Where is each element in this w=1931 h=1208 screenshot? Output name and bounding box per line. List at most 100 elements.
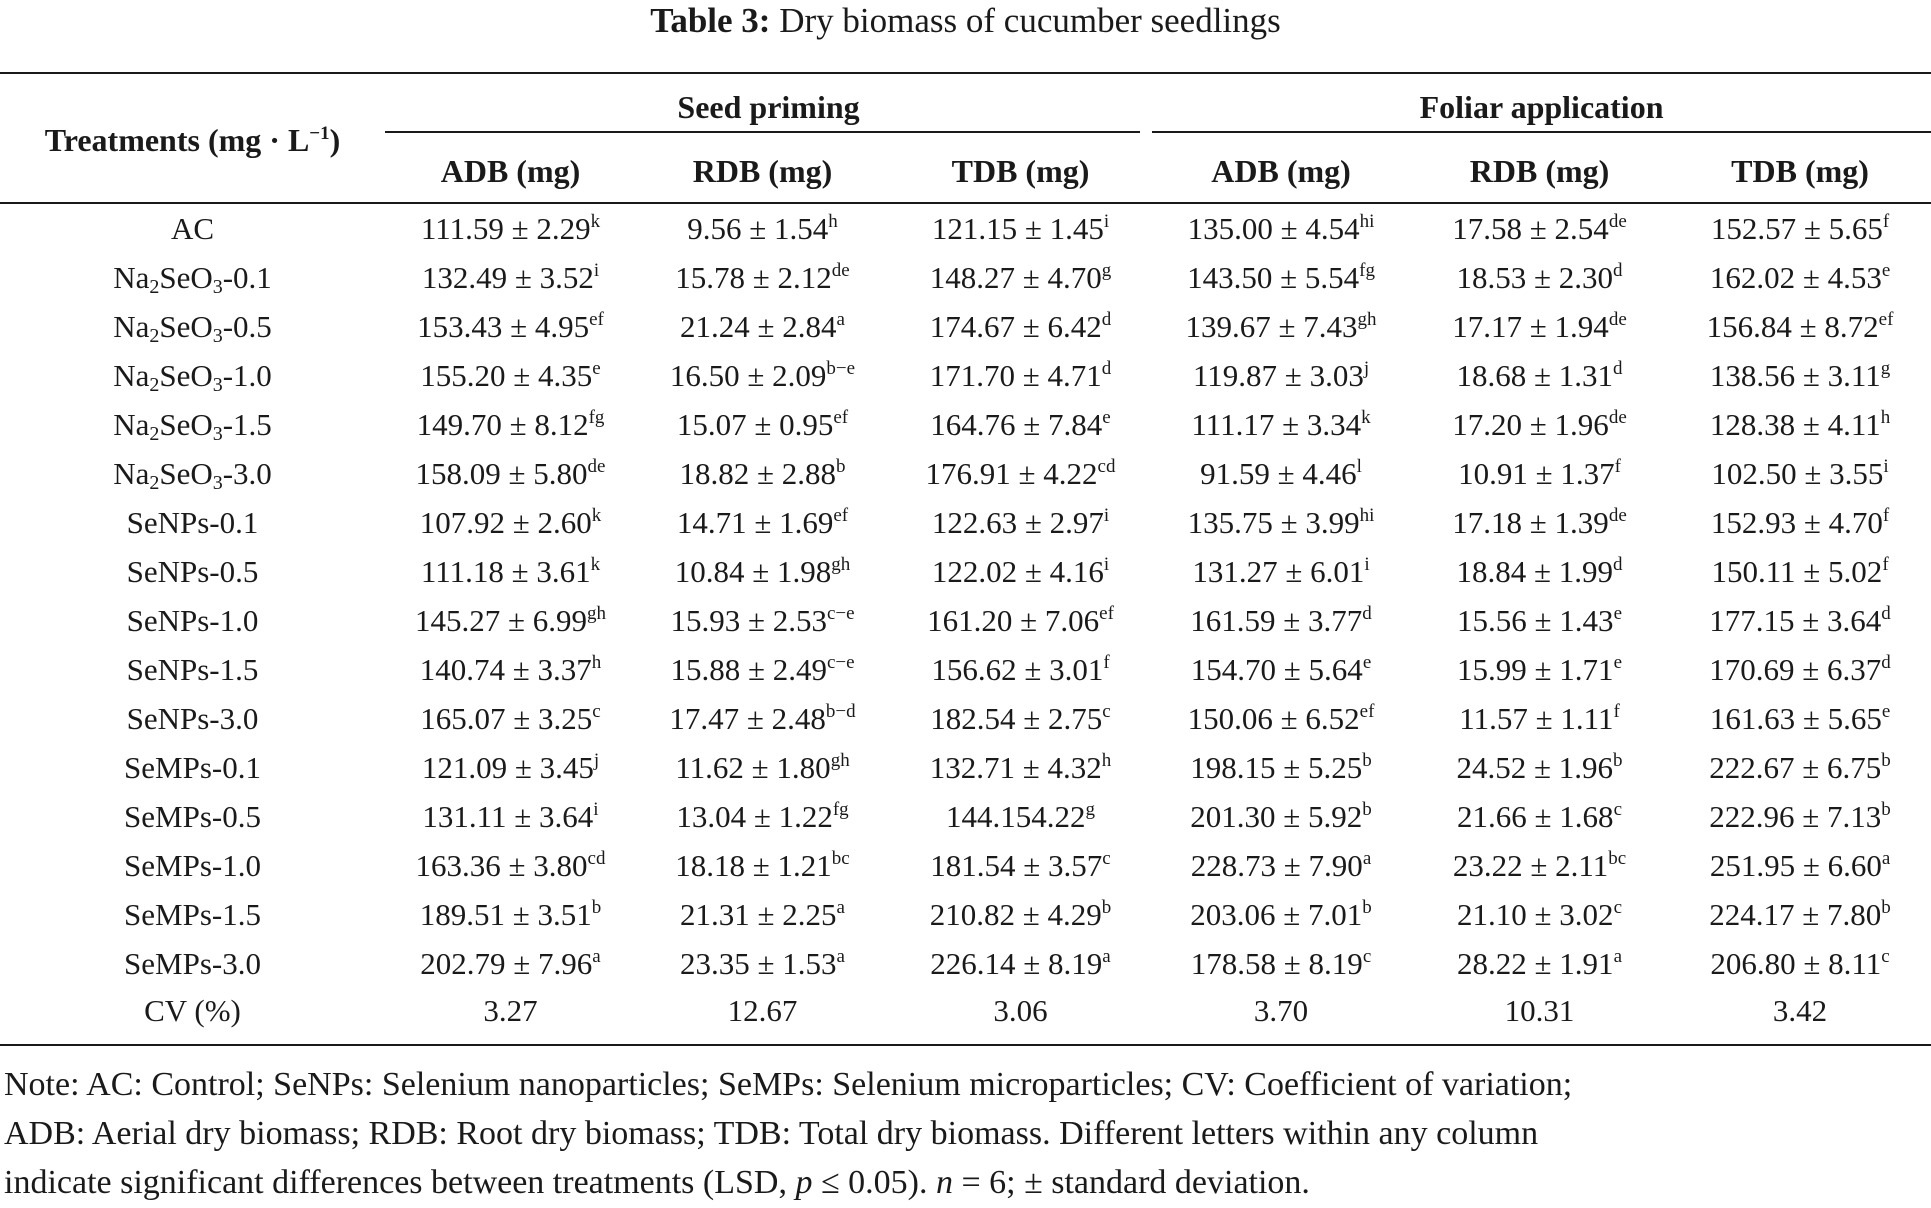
significance-letter: b — [1613, 749, 1623, 771]
significance-letter: h — [591, 651, 602, 673]
table-row: SeNPs-0.5 111.18 ± 3.61k 10.84 ± 1.98gh 122… — [0, 547, 1931, 596]
significance-letter: ef — [833, 406, 849, 428]
significance-letter: f — [1882, 504, 1890, 526]
significance-letter: b — [1362, 798, 1372, 820]
significance-letter: g — [1101, 259, 1112, 281]
significance-letter: cd — [1097, 455, 1116, 477]
value-cell: 138.56 ± 3.11g — [1709, 357, 1891, 393]
significance-letter: e — [1613, 651, 1622, 673]
value-cell: 171.70 ± 4.71d — [929, 357, 1112, 393]
value-cell: 18.82 ± 2.88b — [679, 455, 846, 491]
value-cell: 128.38 ± 4.11h — [1709, 406, 1891, 442]
value-cell: 224.17 ± 7.80b — [1709, 896, 1891, 932]
table-row: SeMPs-1.0 163.36 ± 3.80cd 18.18 ± 1.21bc 18… — [0, 841, 1931, 890]
significance-letter: d — [1101, 357, 1112, 379]
value-cell: 91.59 ± 4.46l — [1200, 455, 1362, 491]
value-cell: 21.66 ± 1.68c — [1457, 798, 1622, 834]
biomass-table: Treatments (mg · L−1) Seed priming Folia… — [0, 76, 1931, 1034]
treatment-cell: Na2SeO3-0.1 — [113, 259, 272, 298]
treatment-cell: Na2SeO3-1.0 — [113, 357, 272, 396]
significance-letter: j — [593, 749, 600, 771]
value-cell: 150.06 ± 6.52ef — [1187, 700, 1375, 736]
value-cell: 13.04 ± 1.22fg — [676, 798, 849, 834]
significance-letter: g — [1085, 798, 1096, 820]
value-cell: 251.95 ± 6.60a — [1709, 847, 1891, 883]
significance-letter: d — [1613, 259, 1623, 281]
value-cell: 161.59 ± 3.77d — [1190, 602, 1372, 638]
value-cell: 119.87 ± 3.03j — [1192, 357, 1370, 393]
value-cell: 153.43 ± 4.95ef — [417, 308, 604, 344]
significance-letter: l — [1356, 455, 1362, 477]
value-cell: 132.71 ± 4.32h — [929, 749, 1112, 785]
treatment-cell: SeMPs-0.5 — [124, 798, 261, 834]
significance-letter: c−e — [826, 602, 855, 624]
significance-letter: hi — [1359, 504, 1375, 526]
value-cell: 15.93 ± 2.53c−e — [670, 602, 855, 638]
significance-letter: b — [1362, 749, 1372, 771]
value-cell: 177.15 ± 3.64d — [1709, 602, 1891, 638]
bottom-rule — [0, 1044, 1931, 1046]
value-cell: 24.52 ± 1.96b — [1456, 749, 1623, 785]
significance-letter: b — [591, 896, 602, 918]
significance-letter: ef — [1878, 308, 1894, 330]
value-cell: 15.99 ± 1.71e — [1457, 651, 1622, 687]
value-cell: 23.22 ± 2.11bc — [1452, 847, 1627, 883]
value-cell: 111.17 ± 3.34k — [1191, 406, 1371, 442]
value-cell: 156.62 ± 3.01f — [931, 651, 1110, 687]
value-cell: 202.79 ± 7.96a — [420, 945, 601, 981]
header-bottom-rule — [0, 202, 1931, 204]
value-cell: 21.10 ± 3.02c — [1457, 896, 1622, 932]
value-cell: 145.27 ± 6.99gh — [414, 602, 606, 638]
treatment-cell: SeNPs-1.0 — [126, 602, 259, 638]
value-cell: 28.22 ± 1.91a — [1457, 945, 1622, 981]
value-cell: 148.27 ± 4.70g — [929, 259, 1112, 295]
significance-letter: a — [592, 945, 601, 967]
value-cell: 178.58 ± 8.19c — [1190, 945, 1372, 981]
value-cell: 161.63 ± 5.65e — [1709, 700, 1891, 736]
significance-letter: i — [593, 798, 599, 820]
cv-cell: 3.42 — [1772, 993, 1828, 1028]
value-cell: 164.76 ± 7.84e — [930, 406, 1111, 442]
column-header: ADB (mg) — [440, 152, 581, 189]
value-cell: 161.20 ± 7.06ef — [927, 602, 1114, 638]
treatment-cell: SeNPs-0.1 — [126, 504, 259, 540]
value-cell: 152.57 ± 5.65f — [1710, 210, 1890, 246]
table-title: Dry biomass of cucumber seedlings — [779, 1, 1281, 40]
significance-letter: i — [1103, 553, 1110, 575]
significance-letter: de — [1608, 406, 1627, 428]
value-cell: 121.09 ± 3.45j — [421, 749, 600, 785]
treatment-cell: SeMPs-0.1 — [124, 749, 261, 785]
value-cell: 111.18 ± 3.61k — [420, 553, 601, 589]
table-row: Na2SeO3-1.5 149.70 ± 8.12fg 15.07 ± 0.95ef… — [0, 400, 1931, 449]
value-cell: 226.14 ± 8.19a — [930, 945, 1111, 981]
value-cell: 203.06 ± 7.01b — [1190, 896, 1372, 932]
treatment-cell: Na2SeO3-1.5 — [113, 406, 272, 445]
value-cell: 201.30 ± 5.92b — [1190, 798, 1372, 834]
foliar-underline — [1152, 131, 1931, 133]
significance-letter: f — [1882, 553, 1889, 575]
table-row: SeMPs-3.0 202.79 ± 7.96a 23.35 ± 1.53a 226.… — [0, 939, 1931, 988]
column-header: ADB (mg) — [1211, 152, 1351, 189]
significance-letter: ef — [1359, 700, 1375, 722]
significance-letter: a — [1102, 945, 1111, 967]
treatment-cell: Na2SeO3-3.0 — [113, 455, 272, 494]
significance-letter: de — [1608, 210, 1627, 232]
value-cell: 17.18 ± 1.39de — [1452, 504, 1627, 540]
value-cell: 135.75 ± 3.99hi — [1187, 504, 1375, 540]
value-cell: 206.80 ± 8.11c — [1710, 945, 1890, 981]
value-cell: 107.92 ± 2.60k — [419, 504, 602, 540]
value-cell: 154.70 ± 5.64e — [1190, 651, 1372, 687]
value-cell: 15.56 ± 1.43e — [1457, 602, 1622, 638]
significance-letter: i — [1364, 553, 1370, 575]
significance-letter: c — [1613, 798, 1622, 820]
table-label: Table 3: — [650, 1, 771, 40]
significance-letter: c — [1102, 847, 1111, 869]
significance-letter: ef — [589, 308, 604, 330]
significance-letter: d — [1613, 357, 1623, 379]
treatment-cell: SeNPs-0.5 — [126, 553, 259, 589]
table-caption: Table 3: Dry biomass of cucumber seedlin… — [0, 0, 1931, 42]
significance-letter: ef — [833, 504, 849, 526]
value-cell: 18.84 ± 1.99d — [1456, 553, 1623, 589]
value-cell: 9.56 ± 1.54h — [687, 210, 838, 246]
